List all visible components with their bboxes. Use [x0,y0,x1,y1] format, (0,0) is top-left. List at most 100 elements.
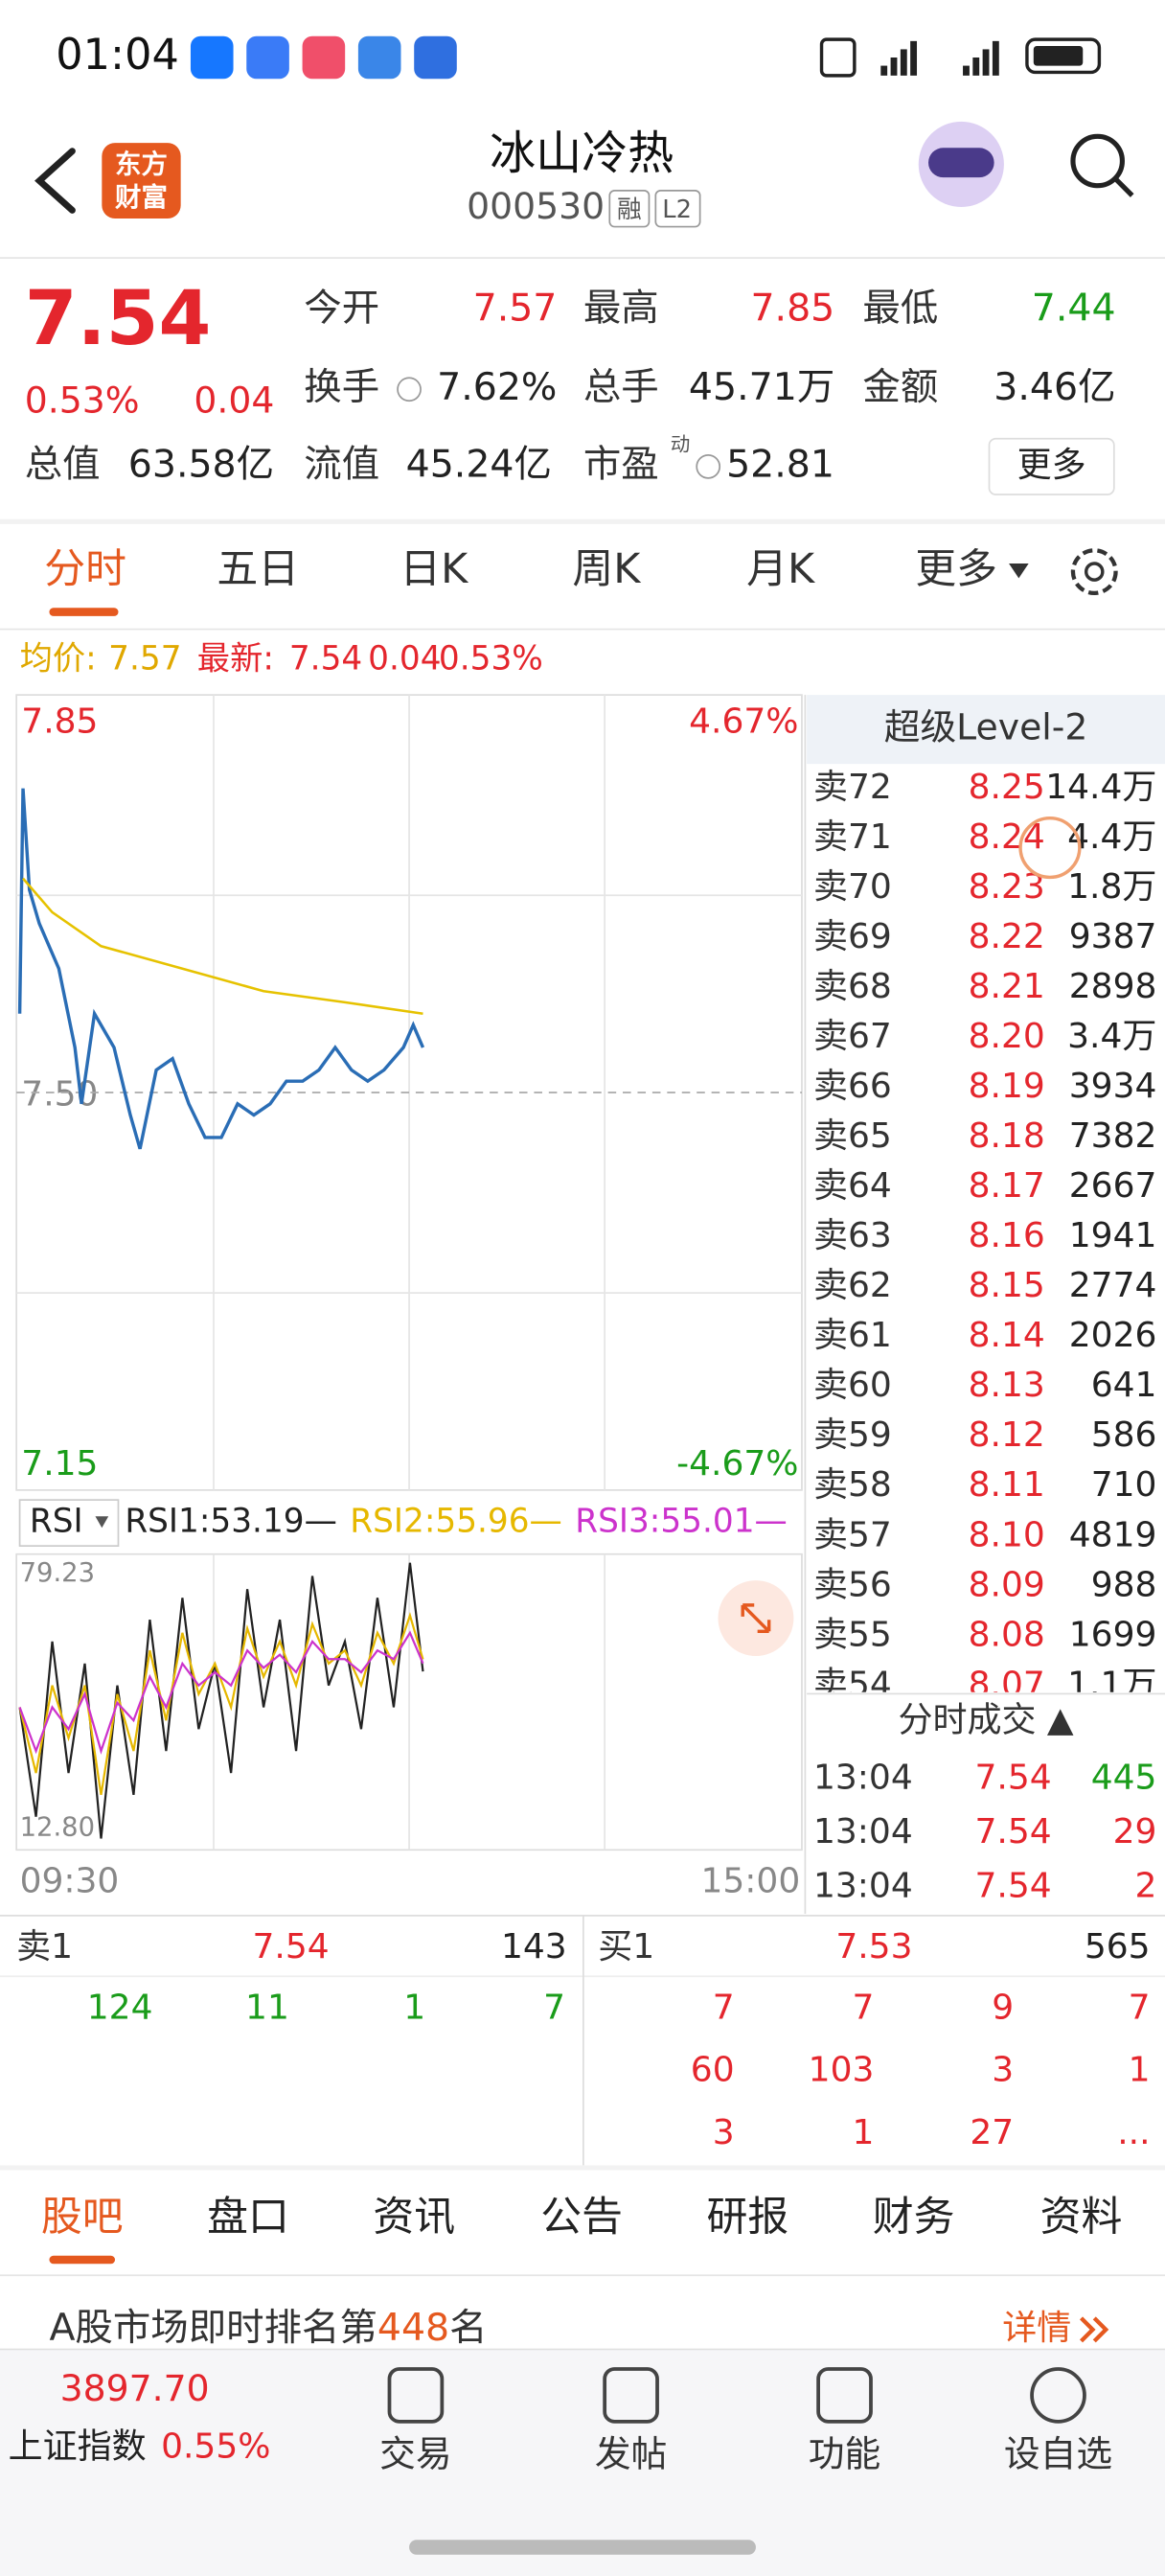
footer-button[interactable]: 发帖 [595,2432,667,2474]
quote-value: 7.44 [1032,287,1116,331]
signal-bar [900,49,907,76]
status-icon [414,35,457,80]
last-value: 7.54 [289,640,362,678]
footer-button[interactable]: 设自选 [1004,2432,1112,2474]
quote-value: 52.81 [726,442,834,486]
level2-cell: 1699 [1069,1615,1157,1654]
level2-cell: 7382 [1069,1116,1157,1156]
more-button-text[interactable]: 更多 [1017,446,1086,485]
trade-time: 13:04 [813,1759,913,1798]
logo [102,143,181,218]
level2-cell: 卖62 [813,1266,892,1305]
signal-bar [890,58,898,76]
rsi-tick-label: 79.23 [20,1558,96,1588]
level2-cell: 8.22 [969,917,1045,956]
chart-tab[interactable]: 日K [400,545,468,593]
section-gap [0,2165,1165,2171]
y2-tick-label: -4.67% [676,1444,798,1484]
x-tick-label: 15:00 [700,1862,800,1901]
level2-cell: 卖57 [813,1515,892,1554]
index-value[interactable]: 3897.70 [60,2367,210,2409]
ob-label: 卖1 [16,1927,73,1966]
status-icon [302,35,346,80]
download-overlay[interactable] [1018,816,1082,880]
logo-text: 财富 [115,182,168,213]
tab-underline [49,608,119,616]
section-tab[interactable]: 盘口 [207,2194,289,2242]
rsi-legend: RSI3:55.01— [575,1503,788,1541]
back-button[interactable] [34,148,76,214]
ob-price: 7.53 [835,1927,912,1966]
level2-cell: 9387 [1069,917,1157,956]
ob-queue: 9 [992,1989,1014,2028]
status-time: 01:04 [56,30,178,80]
y-tick-label: 7.85 [21,702,98,741]
ob-queue: 27 [970,2113,1014,2152]
level2-cell: 8.07 [969,1665,1045,1704]
chart-tab[interactable]: 分时 [44,545,126,593]
level2-cell: 卖66 [813,1067,892,1106]
level2-cell: 卖72 [813,768,892,807]
settings-hole [1084,562,1105,582]
level2-cell: 卖55 [813,1615,892,1654]
section-tab[interactable]: 资料 [1040,2194,1123,2242]
trades-title[interactable]: 分时成交 ▲ [898,1701,1073,1740]
level2-cell: 1.8万 [1067,867,1156,907]
ob-queue: 1 [403,1989,425,2028]
level2-cell: 卖58 [813,1465,892,1505]
level2-cell: 8.25 [969,768,1045,807]
ob-queue: 3 [992,2051,1014,2090]
banner-part: A股市场即时排名第 [49,2305,377,2349]
x-tick-label: 09:30 [20,1862,120,1901]
level2-cell: 卖63 [813,1216,892,1255]
level2-cell: 3.4万 [1067,1017,1156,1056]
level2-cell: 8.20 [969,1017,1045,1056]
footer-button[interactable]: 交易 [379,2432,451,2474]
badge-text: L2 [662,196,692,224]
badge [654,189,701,228]
chart-tab[interactable]: 月K [746,545,815,593]
ob-queue: 103 [809,2051,875,2090]
section-gap [0,518,1165,524]
level2-header [807,695,1165,765]
more-button[interactable] [988,437,1115,495]
ob-queue: 7 [543,1989,565,2028]
chart-tab[interactable]: 周K [572,545,641,593]
quote-label: 换手 [304,365,379,409]
assistant-face [928,148,994,178]
settings-button[interactable] [1070,548,1118,595]
ob-queue: 124 [87,1989,153,2028]
level2-cell: 卖69 [813,917,892,956]
trade-price: 7.54 [974,1812,1051,1852]
level2-cell: 卖71 [813,817,892,857]
section-tab[interactable]: 公告 [540,2194,623,2242]
avg-value: 7.57 [108,640,181,678]
level2-cell: 8.15 [969,1266,1045,1305]
footer-button[interactable]: 功能 [809,2432,880,2474]
y-tick-label: 7.15 [21,1444,98,1484]
search-button[interactable] [1070,133,1125,189]
level2-cell: 卖67 [813,1017,892,1056]
section-tab[interactable]: 股吧 [41,2194,124,2242]
signal-icon [819,37,857,78]
section-tab[interactable]: 资讯 [373,2194,455,2242]
change: 0.04 [194,380,274,422]
chart-tab[interactable]: 更多 [915,545,997,593]
chart-tab[interactable]: 五日 [217,545,299,593]
level2-cell: 4.4万 [1067,817,1156,857]
section-tab[interactable]: 财务 [873,2194,955,2242]
level2-cell: 8.11 [969,1465,1045,1505]
section-tab[interactable]: 研报 [706,2194,788,2242]
last-label: 最新: [197,640,274,678]
price-line [17,788,425,1150]
trade-time: 13:04 [813,1867,913,1906]
banner-link[interactable]: 详情 [1002,2309,1071,2348]
banner-part: 名 [449,2305,487,2349]
logo-text: 东方 [115,150,168,180]
quote-value: 45.24亿 [406,442,552,486]
rsi-selector-text[interactable]: RSI [30,1503,83,1541]
ob-queue: 7 [713,1989,735,2028]
